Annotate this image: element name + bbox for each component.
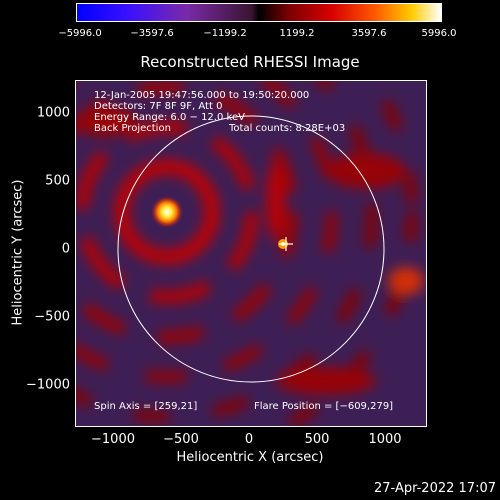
- y-tick-label: 1000: [36, 105, 70, 121]
- energy-range-info: Energy Range: 6.0 − 12.0 keV: [94, 112, 245, 123]
- detectors-info: Detectors: 7F 8F 9F, Att 0: [94, 101, 223, 112]
- method-info: Back Projection: [94, 123, 171, 134]
- colorbar-tick: 1199.2: [279, 28, 315, 39]
- x-tick-label: 500: [304, 432, 330, 447]
- image-title: Reconstructed RHESSI Image: [140, 53, 360, 71]
- y-tick-label: 0: [61, 241, 70, 257]
- rhessi-image: 12-Jan-2005 19:47:56.000 to 19:50:20.000…: [75, 80, 427, 427]
- x-tick-label: 0: [244, 432, 254, 447]
- x-axis-label: Heliocentric X (arcsec): [176, 450, 324, 465]
- colorbar: [76, 3, 442, 22]
- x-tick-label: −1000: [91, 432, 135, 447]
- observation-time: 12-Jan-2005 19:47:56.000 to 19:50:20.000: [94, 90, 310, 101]
- flare-position-info: Flare Position = [−609,279]: [254, 401, 394, 412]
- x-tick-label: 1000: [368, 432, 402, 447]
- y-tick-label: 500: [45, 173, 70, 189]
- colorbar-tick: 5996.0: [421, 28, 457, 39]
- colorbar-tick: 3597.6: [351, 28, 387, 39]
- y-tick-label: −500: [34, 309, 70, 325]
- total-counts-info: Total counts: 8.28E+03: [229, 123, 346, 134]
- solar-image-art: [76, 81, 426, 426]
- colorbar-tick: −1199.2: [203, 28, 247, 39]
- colorbar-tick: −3597.6: [130, 28, 174, 39]
- spin-axis-info: Spin Axis = [259,21]: [94, 401, 198, 412]
- y-axis-label: Heliocentric Y (arcsec): [10, 179, 26, 326]
- x-tick-label: −500: [163, 432, 199, 447]
- y-tick-label: −1000: [26, 377, 70, 393]
- render-date: 27-Apr-2022 17:07: [374, 481, 496, 496]
- colorbar-tick: −5996.0: [58, 28, 102, 39]
